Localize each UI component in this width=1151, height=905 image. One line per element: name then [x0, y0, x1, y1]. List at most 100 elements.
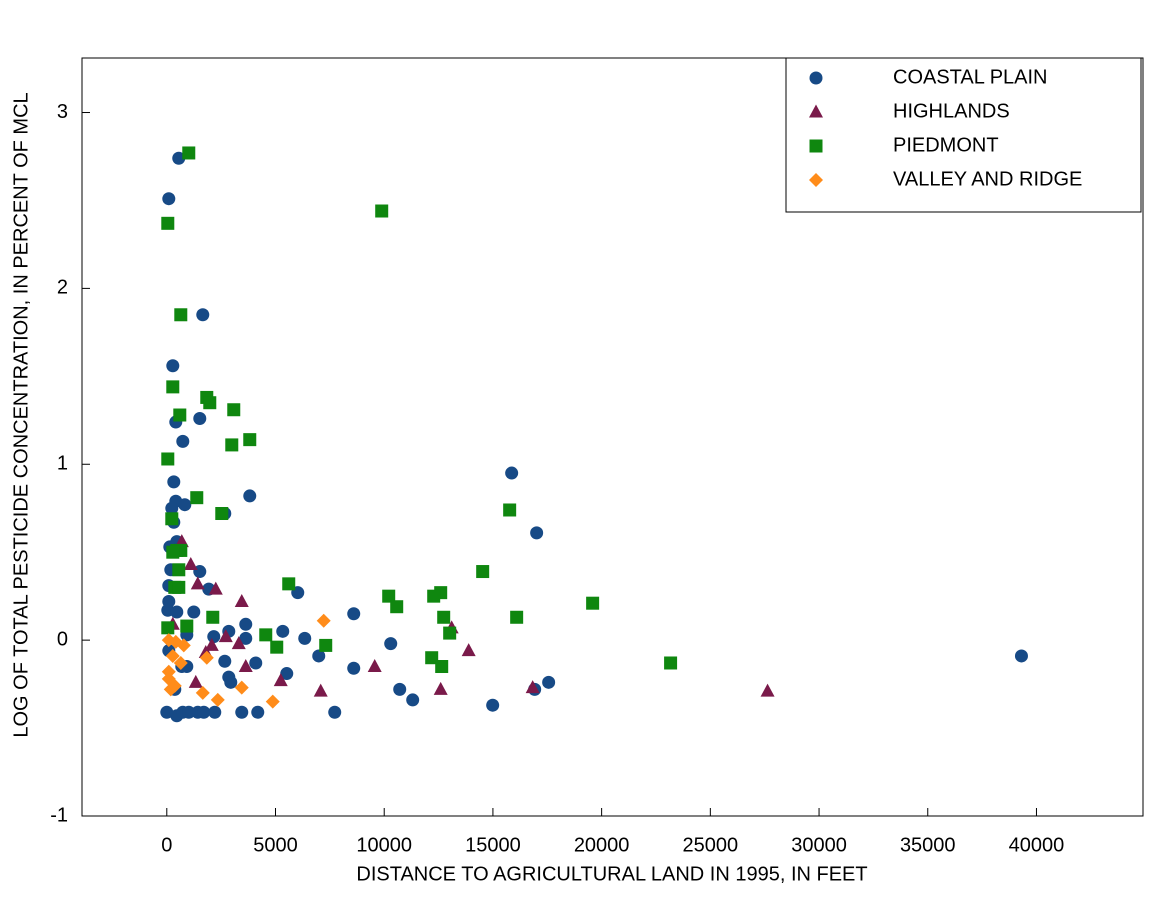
- legend-label: COASTAL PLAIN: [893, 66, 1048, 88]
- data-point: [249, 656, 263, 670]
- data-point: [218, 629, 233, 643]
- x-tick-label: 25000: [683, 834, 739, 856]
- data-point: [406, 693, 420, 707]
- data-point: [503, 503, 517, 517]
- data-point: [243, 489, 257, 503]
- data-point: [218, 654, 232, 668]
- data-point: [190, 491, 204, 505]
- data-point: [664, 656, 678, 670]
- data-point: [265, 694, 280, 709]
- data-point: [166, 359, 180, 373]
- data-point: [259, 628, 273, 642]
- data-point: [347, 661, 361, 675]
- data-point: [204, 637, 219, 651]
- legend-marker: [809, 104, 823, 118]
- data-point: [167, 475, 181, 489]
- data-point: [486, 698, 500, 712]
- data-point: [165, 648, 180, 663]
- data-point: [166, 380, 180, 394]
- data-point: [425, 651, 439, 665]
- data-point: [251, 705, 265, 719]
- data-point: [166, 545, 180, 559]
- legend-label: VALLEY AND RIDGE: [893, 168, 1082, 190]
- data-point: [282, 577, 296, 591]
- data-point: [1014, 649, 1028, 663]
- data-point: [525, 680, 540, 694]
- data-point: [173, 408, 187, 422]
- data-point: [195, 685, 210, 700]
- data-point: [225, 438, 239, 452]
- data-point: [273, 673, 288, 687]
- data-point: [174, 534, 189, 548]
- data-point: [178, 498, 192, 512]
- data-point: [172, 563, 186, 577]
- data-point: [193, 412, 207, 426]
- data-point: [433, 681, 448, 695]
- data-point: [390, 600, 404, 614]
- legend-box: [785, 57, 1142, 213]
- data-point: [510, 610, 524, 624]
- data-point: [197, 705, 211, 719]
- data-point: [203, 396, 217, 410]
- data-point: [165, 501, 179, 515]
- y-tick-label: -1: [50, 804, 68, 826]
- data-point: [276, 624, 290, 638]
- data-point: [196, 308, 210, 322]
- data-point: [435, 660, 449, 674]
- x-tick-label: 40000: [1009, 834, 1065, 856]
- data-point: [239, 631, 253, 645]
- data-point: [243, 433, 257, 447]
- x-tick-label: 0: [161, 834, 172, 856]
- data-point: [176, 434, 190, 448]
- data-point: [280, 667, 294, 681]
- y-axis-label: LOG OF TOTAL PESTICIDE CONCENTRATION, IN…: [10, 92, 32, 737]
- data-point: [760, 683, 775, 697]
- y-tick-label: 1: [57, 453, 68, 475]
- data-point: [239, 617, 253, 631]
- data-point: [235, 705, 249, 719]
- data-point: [215, 507, 229, 521]
- data-point: [234, 680, 249, 695]
- x-tick-label: 20000: [574, 834, 630, 856]
- data-point: [443, 626, 457, 640]
- x-tick-label: 35000: [900, 834, 956, 856]
- data-point: [208, 705, 222, 719]
- data-point: [199, 650, 214, 665]
- data-point: [382, 589, 396, 603]
- data-point: [313, 683, 328, 697]
- x-tick-label: 30000: [791, 834, 847, 856]
- data-point: [542, 675, 556, 689]
- data-point: [224, 675, 238, 689]
- data-point: [182, 146, 196, 160]
- data-point: [328, 705, 342, 719]
- data-point: [161, 216, 175, 230]
- data-point: [172, 151, 186, 165]
- data-point: [206, 610, 220, 624]
- legend-marker: [809, 139, 823, 153]
- legend-label: PIEDMONT: [893, 134, 999, 156]
- data-point: [162, 192, 176, 206]
- data-point: [227, 403, 241, 417]
- data-point: [505, 466, 519, 480]
- data-point: [312, 649, 326, 663]
- data-point: [319, 638, 333, 652]
- data-point: [231, 636, 246, 650]
- data-point: [190, 576, 205, 590]
- data-point: [210, 692, 225, 707]
- data-point: [530, 526, 544, 540]
- data-point: [161, 664, 176, 679]
- data-point: [234, 593, 249, 607]
- data-point: [208, 581, 223, 595]
- x-tick-label: 10000: [356, 834, 412, 856]
- data-point: [161, 621, 175, 635]
- data-point: [461, 643, 476, 657]
- data-point: [172, 580, 186, 594]
- y-tick-label: 0: [57, 628, 68, 650]
- data-point: [160, 705, 174, 719]
- data-point: [188, 674, 203, 688]
- y-tick-label: 3: [57, 101, 68, 123]
- legend-marker: [809, 71, 823, 85]
- y-tick-label: 2: [57, 277, 68, 299]
- data-point: [187, 605, 201, 619]
